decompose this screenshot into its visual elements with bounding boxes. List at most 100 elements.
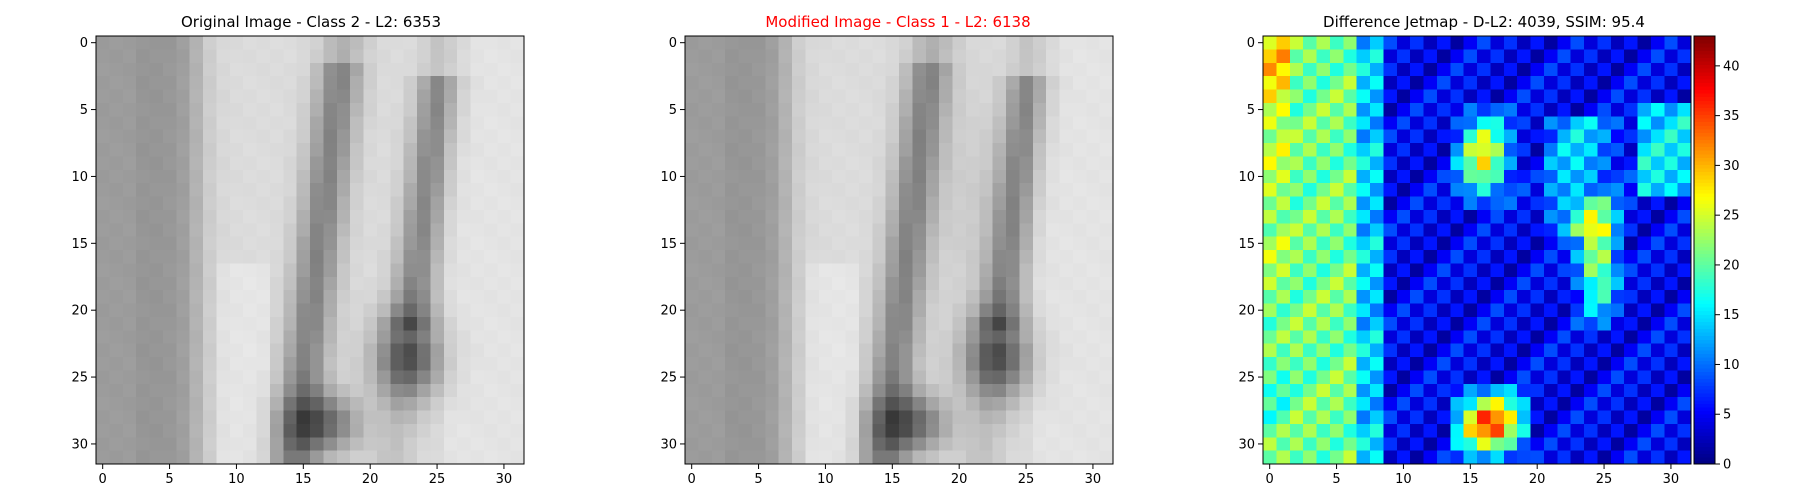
- heatmap-cell: [832, 236, 847, 251]
- heatmap-cell: [818, 156, 833, 171]
- heatmap-cell: [269, 156, 284, 171]
- colorbar-step: [1694, 410, 1715, 415]
- heatmap-cell: [283, 370, 298, 385]
- heatmap-cell: [751, 236, 766, 251]
- heatmap-cell: [497, 343, 512, 358]
- heatmap-cell: [1289, 183, 1304, 198]
- heatmap-cell: [229, 450, 244, 465]
- heatmap-cell: [1650, 423, 1665, 438]
- heatmap-cell: [1263, 76, 1277, 91]
- heatmap-cell: [979, 169, 994, 184]
- heatmap-cell: [243, 423, 258, 438]
- heatmap-cell: [1597, 76, 1612, 91]
- x-tick-label: 0: [1266, 472, 1274, 487]
- heatmap-cell: [296, 196, 311, 211]
- heatmap-cell: [1370, 357, 1384, 371]
- heatmap-cell: [1436, 437, 1451, 452]
- heatmap-cell: [1370, 383, 1384, 398]
- heatmap-cell: [818, 250, 833, 264]
- heatmap-cell: [189, 263, 204, 278]
- heatmap-cell: [162, 129, 177, 144]
- colorbar-step: [1694, 185, 1715, 190]
- heatmap-cell: [1584, 397, 1598, 412]
- heatmap-cell: [1530, 62, 1545, 77]
- heatmap-cell: [122, 196, 137, 211]
- heatmap-cell: [1396, 437, 1411, 452]
- heatmap-cell: [1316, 450, 1331, 465]
- heatmap-cell: [390, 383, 405, 398]
- heatmap-cell: [296, 437, 311, 452]
- heatmap-cell: [1289, 116, 1304, 131]
- heatmap-cell: [510, 76, 525, 91]
- heatmap-cell: [1477, 49, 1491, 64]
- heatmap-cell: [805, 276, 820, 291]
- heatmap-cell: [470, 169, 485, 184]
- heatmap-cell: [96, 290, 110, 305]
- colorbar-step: [1694, 192, 1715, 198]
- heatmap-cell: [203, 316, 217, 331]
- heatmap-cell: [269, 196, 284, 211]
- heatmap-cell: [1343, 143, 1358, 157]
- heatmap-cell: [1584, 116, 1598, 131]
- heatmap-cell: [1046, 116, 1061, 131]
- heatmap-cell: [336, 102, 351, 117]
- heatmap-cell: [1503, 290, 1518, 305]
- heatmap-cell: [845, 450, 860, 465]
- heatmap-cell: [470, 209, 485, 224]
- heatmap-cell: [1356, 450, 1371, 465]
- heatmap-cell: [979, 330, 994, 345]
- heatmap-cell: [176, 116, 191, 131]
- heatmap-cell: [738, 330, 753, 345]
- heatmap-cell: [685, 36, 699, 50]
- heatmap-cell: [1664, 397, 1679, 412]
- heatmap-cell: [1383, 370, 1398, 385]
- heatmap-cell: [109, 209, 124, 224]
- heatmap-cell: [1517, 36, 1532, 50]
- heatmap-cell: [1046, 49, 1061, 64]
- heatmap-cell: [403, 36, 418, 50]
- heatmap-cell: [778, 276, 793, 291]
- heatmap-cell: [1517, 343, 1532, 358]
- heatmap-cell: [1677, 316, 1692, 331]
- heatmap-cell: [778, 129, 793, 144]
- heatmap-cell: [189, 357, 204, 371]
- heatmap-cell: [965, 316, 980, 331]
- heatmap-cell: [1289, 129, 1304, 144]
- heatmap-cell: [845, 236, 860, 251]
- heatmap-cell: [685, 143, 699, 157]
- colorbar-step: [1694, 200, 1715, 205]
- heatmap-cell: [872, 143, 887, 157]
- heatmap-cell: [1436, 76, 1451, 91]
- heatmap-cell: [1610, 183, 1625, 198]
- heatmap-cell: [1557, 62, 1572, 77]
- heatmap-cell: [1263, 156, 1277, 171]
- heatmap-cell: [751, 156, 766, 171]
- heatmap-cell: [1423, 423, 1438, 438]
- heatmap-cell: [283, 423, 298, 438]
- heatmap-cell: [778, 196, 793, 211]
- heatmap-cell: [899, 397, 913, 412]
- heatmap-cell: [470, 263, 485, 278]
- heatmap-cell: [1423, 290, 1438, 305]
- heatmap-cell: [1650, 129, 1665, 144]
- heatmap-cell: [1006, 370, 1020, 385]
- heatmap-cell: [939, 76, 954, 91]
- heatmap-cell: [136, 196, 151, 211]
- heatmap-cell: [711, 410, 726, 425]
- heatmap-cell: [1557, 330, 1572, 345]
- heatmap-cell: [751, 89, 766, 104]
- colorbar-step: [1694, 310, 1715, 315]
- heatmap-cell: [778, 116, 793, 131]
- heatmap-cell: [939, 276, 954, 291]
- heatmap-cell: [122, 357, 137, 371]
- heatmap-cell: [832, 330, 847, 345]
- heatmap-cell: [1463, 223, 1478, 238]
- heatmap-cell: [1610, 357, 1625, 371]
- heatmap-cell: [1557, 437, 1572, 452]
- colorbar-step: [1694, 139, 1715, 144]
- heatmap-cell: [176, 196, 191, 211]
- heatmap-cell: [792, 383, 806, 398]
- heatmap-cell: [1610, 276, 1625, 291]
- heatmap-cell: [899, 116, 913, 131]
- heatmap-cell: [483, 423, 498, 438]
